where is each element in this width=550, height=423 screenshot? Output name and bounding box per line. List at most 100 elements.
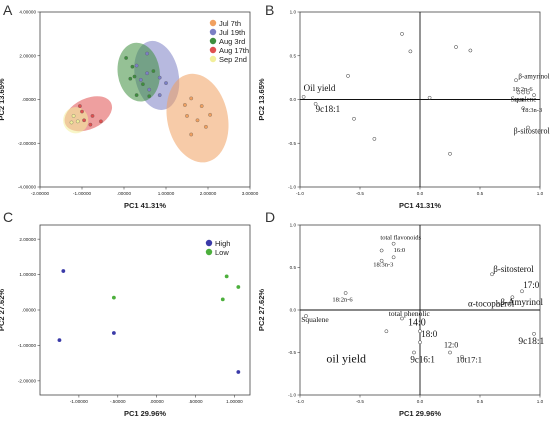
- panel-a-group-ellipse: [63, 107, 89, 134]
- panel-b-loading-point: [526, 125, 530, 130]
- panel-b-variable-label: 18:3n-3: [522, 107, 542, 114]
- panel-letter-d: D: [265, 209, 275, 225]
- panel-d-variable-label: β-Amyrinol: [500, 297, 543, 307]
- panel-a-data-point: [124, 56, 128, 60]
- panel-a-legend-label: Sep 2nd: [219, 55, 247, 64]
- panel-c-data-point: [57, 338, 62, 343]
- panel-a-legend-label: Aug 3rd: [219, 37, 245, 46]
- panel-d-variable-label: 9c18:1: [518, 337, 544, 347]
- panel-b-loading-point: [526, 90, 530, 95]
- panel-a-data-point: [75, 119, 80, 124]
- panel-letter-c: C: [3, 209, 13, 225]
- panel-a-legend-marker: [209, 37, 217, 45]
- panel-a-x-tick-label: -1.00000: [73, 191, 92, 196]
- panel-b-y-tick-label: -1.0: [288, 185, 296, 190]
- panel-a-legend-label: Aug 17th: [219, 46, 249, 55]
- panel-b-y-tick-label: -0.5: [288, 141, 296, 146]
- panel-b-x-tick-label: 0.0: [417, 191, 424, 196]
- panel-c-y-tick-label: -1.00000: [18, 343, 37, 348]
- panel-a-data-point: [145, 71, 149, 76]
- panel-a-data-point: [204, 124, 208, 129]
- panel-a-data-point: [128, 76, 133, 81]
- panel-a-legend-label: Jul 19th: [219, 28, 245, 37]
- panel-a-data-point: [157, 75, 162, 80]
- panel-a-legend-marker: [209, 46, 217, 54]
- panel-a-y-tick-label: 2.00000: [19, 53, 36, 58]
- panel-a-data-point: [195, 118, 200, 123]
- panel-c-data-point: [111, 331, 116, 335]
- panel-c-data-point: [220, 297, 225, 302]
- panel-d-variable-label: α-tocopherol: [468, 299, 515, 309]
- panel-a-legend-marker: [209, 28, 217, 36]
- panel-b-y-axis-label: PC2 13.65%: [257, 78, 266, 120]
- panel-b-variable-label: Oil yield: [304, 83, 336, 93]
- panel-c-legend-label: High: [215, 239, 230, 248]
- panel-b-variable-label: β-amyrinol: [518, 73, 549, 81]
- panel-b-x-axis-label: PC1 41.31%: [399, 201, 441, 210]
- panel-a-data-point: [141, 82, 145, 87]
- panel-c-data-point: [236, 285, 241, 289]
- panel-b-loading-point: [468, 48, 473, 53]
- panel-d-variable-label: 9c16:1: [410, 355, 435, 365]
- panel-a-data-point: [189, 132, 194, 137]
- panel-d-variable-label: 18:3n-3: [373, 262, 393, 269]
- panel-c-y-tick-label: 2.00000: [19, 237, 36, 242]
- panel-c-data-point: [224, 274, 229, 279]
- panel-d-loading-plot: -1.0 -0.5 0.0 0.5 1.0 1.0 0.5 0.0 -0.5 -1.0 PC1 29…: [257, 223, 545, 418]
- panel-a-data-point: [151, 69, 156, 73]
- panel-a-data-point: [134, 63, 139, 68]
- panel-d-loading-point: [384, 329, 389, 334]
- panel-a-legend-marker: [209, 55, 217, 63]
- panel-a-data-point: [130, 64, 135, 69]
- panel-b-loading-point: [532, 93, 536, 97]
- panel-a-data-point: [82, 118, 86, 123]
- panel-a-y-axis-label: PC2 13.65%: [0, 78, 6, 120]
- panel-d-y-tick-label: -0.5: [288, 350, 296, 355]
- panel-a-y-tick-label: 4.00000: [19, 10, 36, 15]
- panel-a-data-point: [164, 81, 168, 85]
- panel-letter-b: B: [265, 2, 274, 18]
- panel-c-legend-marker: [205, 248, 213, 256]
- panel-a-data-point: [185, 114, 189, 118]
- panel-a-data-point: [145, 51, 149, 56]
- panel-a-data-point: [208, 112, 212, 117]
- panel-b-variable-label: 18:2n-6: [512, 86, 533, 93]
- panel-c-x-axis-label: PC1 29.96%: [124, 409, 166, 418]
- panel-c-data-point: [111, 295, 116, 300]
- panel-a-data-point: [189, 96, 194, 101]
- panel-b-loading-point: [352, 116, 356, 121]
- panel-c-y-tick-label: .00000: [22, 308, 36, 313]
- panel-a-legend-label: Jul 7th: [219, 19, 241, 28]
- panel-b-variable-label: 9c18:1: [316, 104, 341, 114]
- panel-d-loading-point: [510, 295, 515, 300]
- panel-d-variable-label: oil yield: [326, 352, 366, 366]
- panel-d-y-axis-label: PC2 27.62%: [257, 289, 266, 331]
- panel-c-x-tick-label: -.50000: [110, 399, 126, 404]
- panel-a-legend-marker: [209, 19, 217, 27]
- panel-d-variable-label: 18:0: [421, 329, 438, 339]
- panel-c-legend-label: Low: [215, 248, 229, 257]
- panel-b-x-tick-label: -0.5: [356, 191, 364, 196]
- panel-d-variable-label: 12:0: [444, 340, 458, 349]
- panel-a-data-point: [138, 77, 143, 82]
- panel-b-variable-label: 16:0: [514, 97, 524, 103]
- panel-a-data-point: [157, 93, 162, 97]
- panel-b-loading-point: [400, 32, 404, 36]
- panel-d-x-axis-label: PC1 29.96%: [399, 409, 441, 418]
- panel-b-loading-point: [521, 106, 526, 111]
- panel-d-loading-point: [391, 241, 396, 246]
- panel-b-loading-point: [372, 137, 377, 141]
- panel-c-y-axis-label: PC2 27.62%: [0, 289, 6, 331]
- panel-b-loading-point: [313, 102, 318, 106]
- panel-d-variable-label: 10t17:1: [456, 355, 482, 365]
- panel-d-loading-point: [418, 329, 422, 334]
- panel-c-x-tick-label: 1.00000: [226, 399, 243, 404]
- panel-b-y-tick-label: 1.0: [290, 10, 297, 15]
- panel-d-variable-label: 16:0: [394, 247, 406, 254]
- panel-d-loading-point: [412, 350, 416, 355]
- panel-a-x-tick-label: .00000: [117, 191, 131, 196]
- panel-d-variable-label: 14:0: [408, 317, 426, 328]
- panel-d-variable-label: 18:2n-6: [332, 297, 353, 304]
- panel-d-y-tick-label: 0.0: [290, 308, 297, 313]
